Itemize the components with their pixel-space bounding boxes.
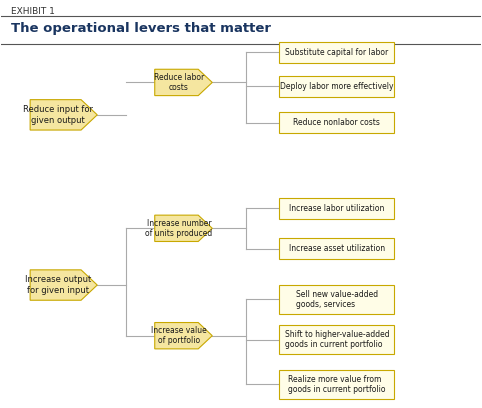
FancyBboxPatch shape (280, 197, 394, 219)
FancyBboxPatch shape (280, 285, 394, 314)
Text: Reduce nonlabor costs: Reduce nonlabor costs (294, 118, 380, 127)
FancyBboxPatch shape (280, 325, 394, 354)
Text: Realize more value from
goods in current portfolio: Realize more value from goods in current… (288, 375, 386, 394)
FancyBboxPatch shape (280, 370, 394, 399)
Text: Increase value
of portfolio: Increase value of portfolio (151, 326, 207, 346)
Polygon shape (155, 69, 212, 95)
Polygon shape (155, 215, 212, 242)
Polygon shape (155, 323, 212, 349)
Text: Substitute capital for labor: Substitute capital for labor (285, 48, 388, 57)
Text: Sell new value-added
goods, services: Sell new value-added goods, services (296, 290, 378, 309)
FancyBboxPatch shape (280, 238, 394, 259)
Polygon shape (30, 270, 97, 300)
FancyBboxPatch shape (280, 42, 394, 62)
Text: Increase asset utilization: Increase asset utilization (289, 244, 385, 253)
FancyBboxPatch shape (280, 76, 394, 97)
Text: Reduce input for
given output: Reduce input for given output (23, 105, 94, 124)
Text: Increase output
for given input: Increase output for given input (25, 275, 92, 295)
Text: Shift to higher-value-added
goods in current portfolio: Shift to higher-value-added goods in cur… (284, 330, 389, 349)
Text: EXHIBIT 1: EXHIBIT 1 (11, 7, 55, 16)
Polygon shape (30, 100, 97, 130)
Text: Reduce labor
costs: Reduce labor costs (154, 73, 204, 92)
Text: Deploy labor more effectively: Deploy labor more effectively (280, 82, 394, 91)
Text: Increase labor utilization: Increase labor utilization (289, 204, 385, 213)
FancyBboxPatch shape (280, 113, 394, 133)
Text: Increase number
of units produced: Increase number of units produced (145, 219, 213, 238)
Text: The operational levers that matter: The operational levers that matter (11, 22, 271, 35)
